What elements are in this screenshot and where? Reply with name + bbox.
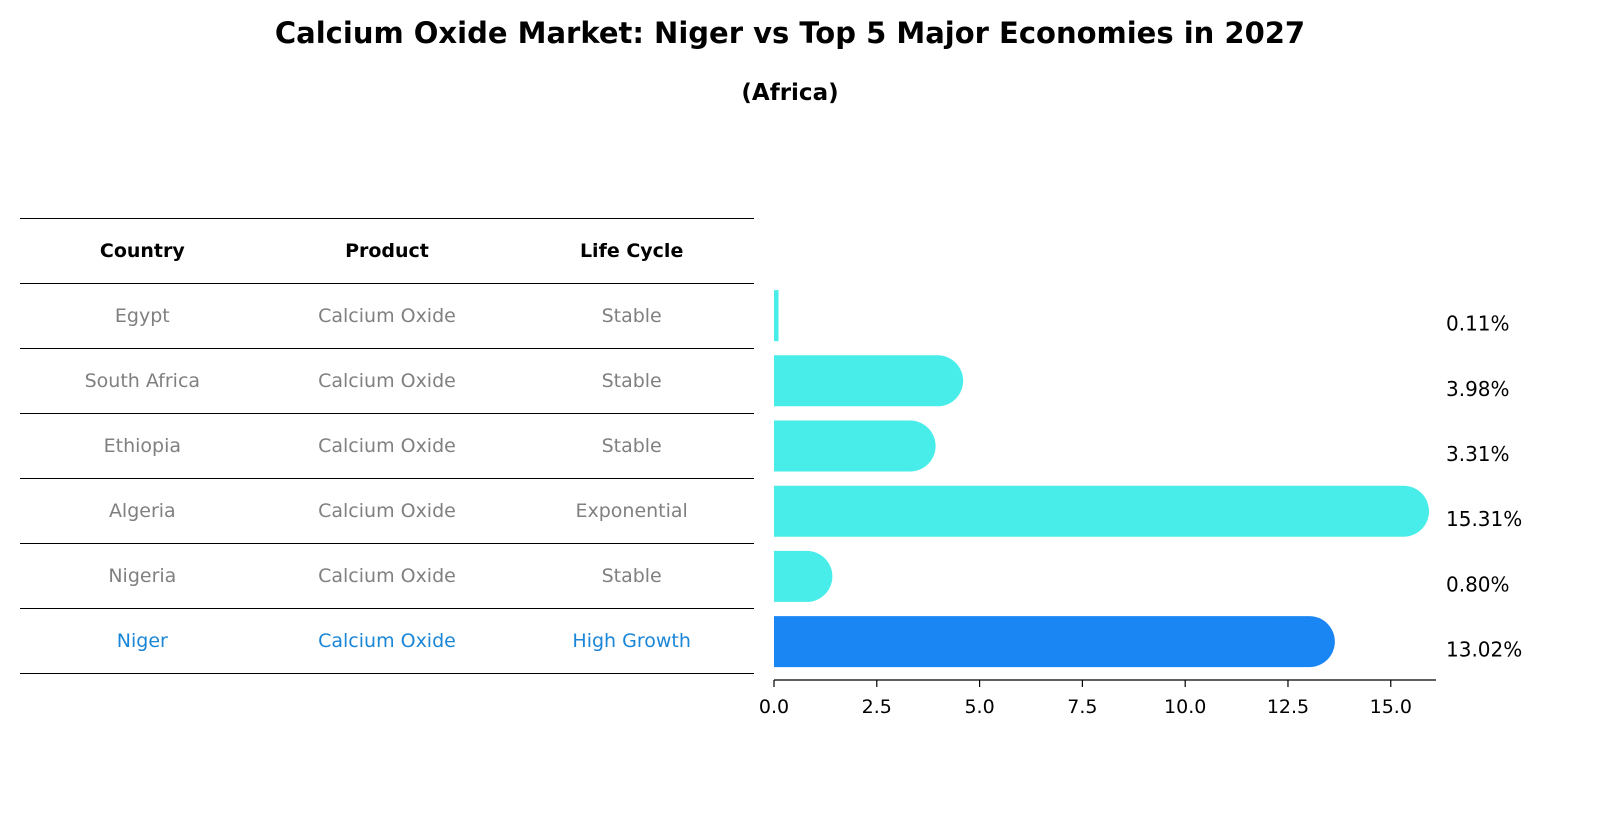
cell-life-cycle: High Growth — [509, 608, 754, 674]
x-tick-label: 15.0 — [1370, 696, 1412, 718]
cell-country: Egypt — [20, 283, 265, 349]
cell-country: Niger — [20, 608, 265, 674]
header-product: Product — [264, 218, 510, 284]
cell-life-cycle: Stable — [509, 543, 754, 609]
table-row: Ethiopia Calcium Oxide Stable — [20, 413, 754, 479]
x-tick-label: 0.0 — [759, 696, 789, 718]
value-label-egypt: 0.11% — [1446, 312, 1510, 336]
cell-product: Calcium Oxide — [264, 413, 510, 479]
table-header-row: Country Product Life Cycle — [20, 218, 754, 284]
bar-south-africa — [774, 355, 964, 407]
x-tick-label: 7.5 — [1067, 696, 1097, 718]
chart-title: Calcium Oxide Market: Niger vs Top 5 Maj… — [274, 16, 1306, 50]
cell-product: Calcium Oxide — [264, 348, 510, 414]
market-table: Country Product Life Cycle Egypt Calcium… — [20, 218, 754, 674]
cell-product: Calcium Oxide — [264, 283, 510, 349]
cell-product: Calcium Oxide — [264, 543, 510, 609]
x-tick-label: 12.5 — [1267, 696, 1309, 718]
table-row: South Africa Calcium Oxide Stable — [20, 348, 754, 414]
value-label-algeria: 15.31% — [1446, 507, 1522, 531]
value-label-ethiopia: 3.31% — [1446, 442, 1510, 466]
cell-country: Ethiopia — [20, 413, 265, 479]
table-row-highlight: Niger Calcium Oxide High Growth — [20, 608, 754, 674]
table-row: Egypt Calcium Oxide Stable — [20, 283, 754, 349]
value-label-nigeria: 0.80% — [1446, 572, 1510, 596]
bar-ethiopia — [774, 420, 936, 472]
cell-life-cycle: Stable — [509, 283, 754, 349]
bar-niger — [774, 616, 1335, 668]
cell-product: Calcium Oxide — [264, 478, 510, 544]
cell-life-cycle: Stable — [509, 413, 754, 479]
bar-nigeria — [774, 550, 833, 602]
cell-life-cycle: Stable — [509, 348, 754, 414]
cell-country: Algeria — [20, 478, 265, 544]
cell-product: Calcium Oxide — [264, 608, 510, 674]
value-label-niger: 13.02% — [1446, 638, 1522, 662]
cell-life-cycle: Exponential — [509, 478, 754, 544]
x-tick-label: 5.0 — [964, 696, 994, 718]
chart-subtitle: (Africa) — [741, 80, 839, 106]
x-tick-label: 2.5 — [862, 696, 892, 718]
table-row: Nigeria Calcium Oxide Stable — [20, 543, 754, 609]
x-tick-label: 10.0 — [1164, 696, 1206, 718]
cell-country: South Africa — [20, 348, 265, 414]
bar-algeria — [774, 485, 1430, 537]
cell-country: Nigeria — [20, 543, 265, 609]
table-row: Algeria Calcium Oxide Exponential — [20, 478, 754, 544]
value-label-south-africa: 3.98% — [1446, 377, 1510, 401]
header-country: Country — [20, 218, 265, 284]
header-life-cycle: Life Cycle — [509, 218, 754, 284]
bar-egypt — [774, 290, 779, 342]
